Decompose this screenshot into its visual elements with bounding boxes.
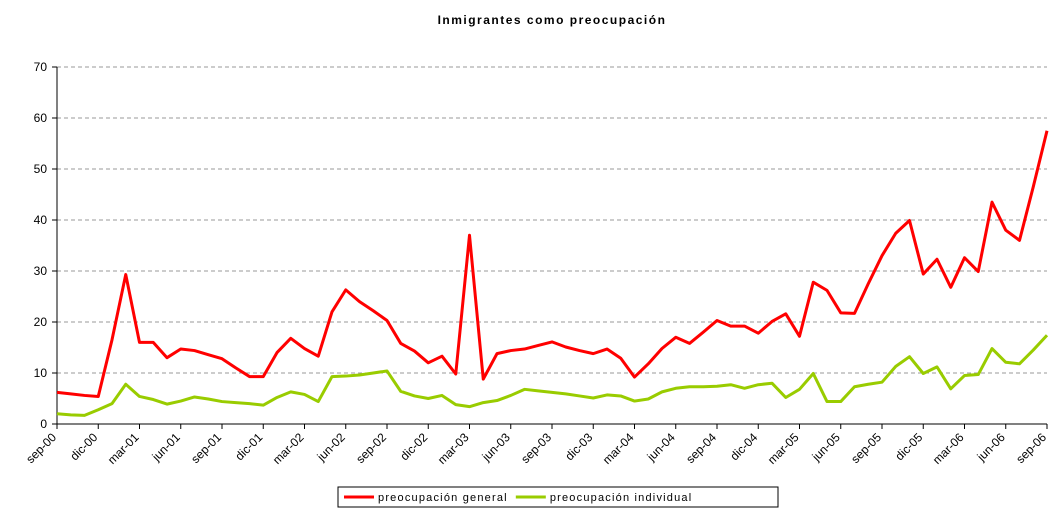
x-tick-label: dic-02 [397, 430, 430, 463]
y-tick-label: 40 [34, 213, 48, 227]
x-tick-label: sep-04 [683, 430, 719, 466]
y-tick-label: 10 [34, 366, 48, 380]
x-tick-label: jun-06 [974, 430, 1008, 464]
x-tick-label: mar-04 [600, 430, 637, 467]
x-tick-label: jun-02 [314, 430, 348, 464]
y-tick-label: 50 [34, 162, 48, 176]
x-tick-label: sep-03 [518, 430, 554, 466]
chart-title: Inmigrantes como preocupación [438, 13, 667, 27]
x-tick-label: dic-05 [892, 430, 925, 463]
x-tick-label: jun-04 [644, 430, 678, 464]
data-line [56, 334, 1049, 417]
legend-box [337, 486, 779, 508]
legend-label: preocupación general [378, 492, 508, 504]
x-tick-label: dic-00 [67, 430, 100, 463]
x-tick-label: dic-03 [562, 430, 595, 463]
y-tick-label: 30 [34, 264, 48, 278]
x-tick-label: dic-01 [232, 430, 265, 463]
legend-label: preocupación individual [550, 492, 693, 504]
x-tick-label: sep-02 [353, 430, 389, 466]
x-tick-label: mar-02 [270, 430, 307, 467]
x-tick-label: mar-05 [765, 430, 802, 467]
x-tick-label: mar-03 [435, 430, 472, 467]
x-tick-label: sep-06 [1013, 430, 1049, 466]
data-line [56, 130, 1049, 398]
y-tick-label: 0 [40, 417, 47, 431]
x-tick-label: sep-00 [23, 430, 59, 466]
x-tick-label: mar-06 [930, 430, 967, 467]
y-tick-label: 70 [34, 60, 48, 74]
x-tick-label: jun-01 [149, 430, 183, 464]
y-tick-label: 60 [34, 111, 48, 125]
x-tick-label: mar-01 [105, 430, 142, 467]
x-tick-label: dic-04 [727, 430, 760, 463]
x-tick-label: jun-05 [809, 430, 843, 464]
x-tick-label: jun-03 [479, 430, 513, 464]
x-tick-label: sep-01 [188, 430, 224, 466]
x-tick-label: sep-05 [848, 430, 884, 466]
y-tick-label: 20 [34, 315, 48, 329]
